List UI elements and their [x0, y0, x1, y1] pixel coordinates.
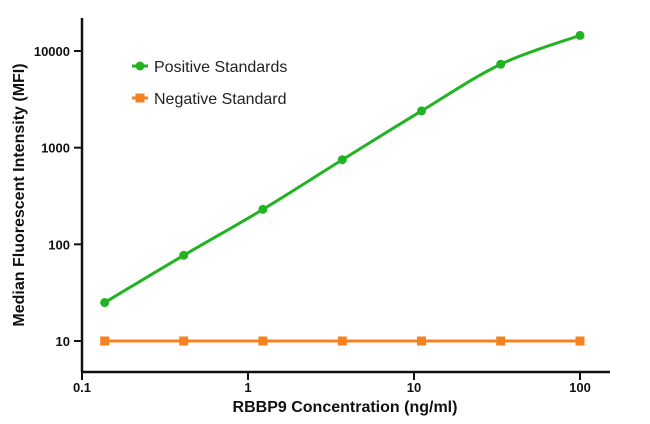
positive-standards-point: [575, 30, 585, 40]
y-tick-label: 10000: [34, 44, 70, 59]
legend-positive-standards-marker: [135, 61, 145, 71]
negative-standard-point: [496, 336, 506, 346]
x-tick-label: 10: [407, 380, 421, 395]
negative-standard-point: [337, 336, 347, 346]
x-tick-label: 1: [244, 380, 251, 395]
positive-standards-point: [417, 106, 427, 116]
negative-standard-point: [100, 336, 110, 346]
series-layer: [100, 30, 585, 346]
positive-standards-point: [337, 155, 347, 165]
negative-standard-point: [179, 336, 189, 346]
x-axis-title: RBBP9 Concentration (ng/ml): [233, 399, 458, 416]
x-tick-label: 100: [569, 380, 591, 395]
positive-standards-point: [100, 298, 110, 308]
ticks: 0.1 1 10 100 10 100 1000 10000: [34, 44, 591, 395]
y-axis-title: Median Fluorescent Intensity (MFI): [11, 63, 28, 326]
legend-positive-standards-label: Positive Standards: [154, 59, 287, 76]
legend: Positive Standards Negative Standard: [132, 59, 287, 108]
y-tick-label: 100: [48, 237, 70, 252]
legend-negative-standard-marker: [135, 93, 145, 103]
positive-standards-point: [496, 59, 506, 69]
y-tick-label: 10: [56, 334, 70, 349]
negative-standard-point: [575, 336, 585, 346]
positive-standards-point: [179, 250, 189, 260]
axes: [80, 18, 610, 374]
negative-standard-point: [258, 336, 268, 346]
x-tick-label: 0.1: [73, 380, 91, 395]
negative-standard-point: [417, 336, 427, 346]
positive-standards-point: [258, 204, 268, 214]
y-tick-label: 1000: [41, 141, 70, 156]
legend-negative-standard-label: Negative Standard: [154, 91, 287, 108]
